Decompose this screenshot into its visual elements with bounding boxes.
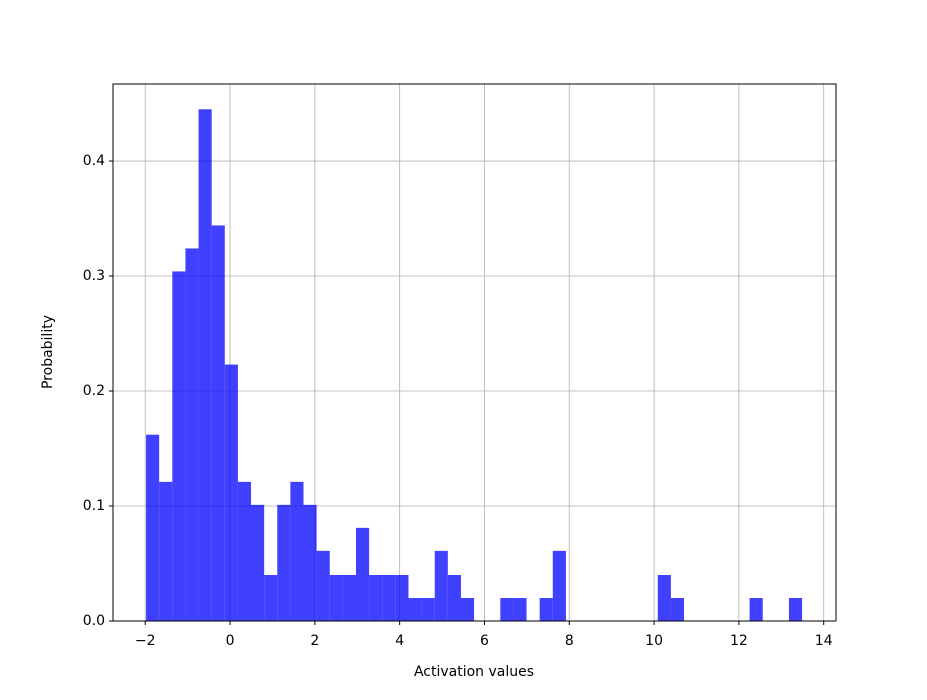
bar (316, 550, 330, 621)
y-tick-label: 0.4 (83, 153, 105, 169)
bar (460, 598, 475, 621)
y-tick-label: 0.0 (83, 613, 105, 629)
bar (369, 575, 383, 621)
x-tick-label: 10 (645, 633, 663, 649)
bar (539, 598, 553, 621)
x-tick-label: 4 (395, 633, 404, 649)
bar (146, 434, 160, 621)
grid (113, 84, 836, 622)
bar (500, 598, 514, 621)
x-axis-label: Activation values (414, 664, 534, 680)
bar (329, 575, 343, 621)
y-axis-label: Probability (40, 315, 56, 389)
bar (277, 504, 291, 621)
bar (513, 598, 527, 621)
bar (264, 575, 278, 621)
bar (395, 575, 409, 621)
x-tick-label: −2 (135, 633, 156, 649)
bar (749, 598, 763, 621)
bar (670, 598, 684, 621)
bar (408, 598, 422, 621)
bar (251, 504, 265, 621)
bar (434, 550, 448, 621)
y-tick-label: 0.2 (83, 383, 105, 399)
bar (198, 109, 212, 622)
x-tick-label: 8 (565, 633, 574, 649)
bar (290, 481, 304, 621)
bar (382, 575, 396, 621)
bar (657, 575, 671, 621)
bar (224, 364, 238, 621)
bar (172, 271, 186, 621)
bar (355, 527, 370, 621)
plot-frame (112, 83, 837, 622)
bar (185, 248, 199, 621)
bar (788, 598, 803, 621)
x-tick-label: 6 (480, 633, 489, 649)
bar (159, 481, 173, 621)
bar (237, 481, 252, 621)
bar (303, 504, 317, 621)
bar (552, 550, 566, 621)
y-tick-label: 0.1 (83, 498, 105, 514)
bar (342, 575, 356, 621)
x-tick-label: 12 (730, 633, 748, 649)
x-tick-label: 2 (310, 633, 319, 649)
x-tick-label: 14 (815, 633, 833, 649)
x-tick-label: 0 (226, 633, 235, 649)
bar (211, 225, 225, 621)
bar (421, 598, 435, 621)
y-tick-label: 0.3 (83, 268, 105, 284)
bars (146, 109, 803, 622)
bar (447, 575, 461, 621)
